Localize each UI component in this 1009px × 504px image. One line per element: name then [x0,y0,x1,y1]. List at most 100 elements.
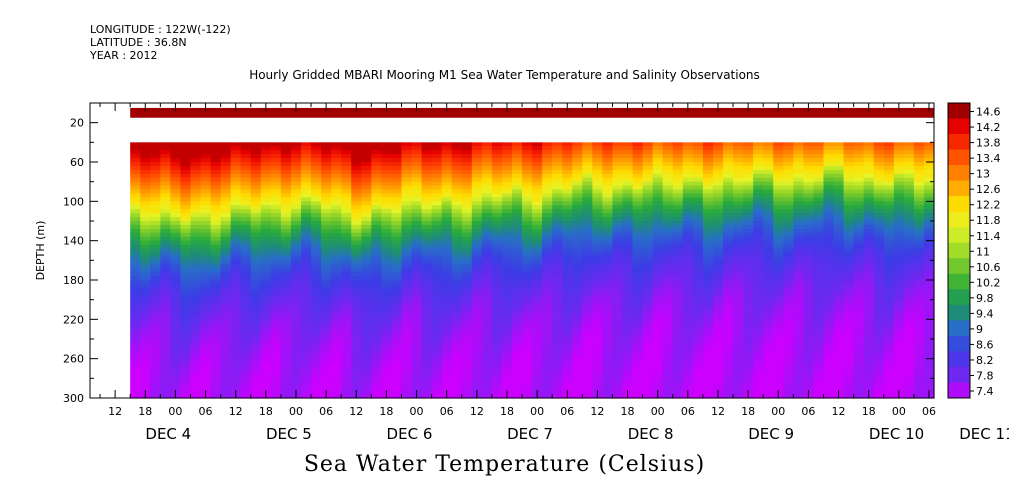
heatmap-cell [130,142,141,147]
heatmap-cell [863,142,875,147]
heatmap-cell [873,374,885,379]
heatmap-cell [461,358,473,364]
heatmap-cell [411,232,423,238]
heatmap-cell [461,142,473,147]
heatmap-cell [572,276,583,281]
heatmap-cell [190,173,202,179]
heatmap-cell [311,252,322,257]
heatmap-cell [471,268,483,273]
heatmap-cell [783,350,794,356]
heatmap-cell [140,158,151,163]
heatmap-cell [290,201,302,206]
heatmap-cell [361,339,372,344]
heatmap-cell [873,272,885,277]
heatmap-cell [652,197,664,202]
heatmap-cell [622,280,634,285]
heatmap-cell [602,378,614,383]
heatmap-cell [813,228,825,234]
heatmap-cell [803,228,815,234]
heatmap-cell [733,264,744,269]
heatmap-cell [481,158,493,163]
heatmap-cell [803,339,815,344]
heatmap-cell [873,327,885,332]
heatmap-cell [481,217,493,222]
heatmap-cell [270,358,282,364]
heatmap-cell [401,228,413,234]
heatmap-cell [220,260,232,265]
heatmap-cell [642,150,654,155]
heatmap-cell [180,252,192,257]
heatmap-cell [823,307,835,313]
heatmap-cell [692,154,704,159]
heatmap-cell [381,244,393,250]
heatmap-cell [542,150,553,155]
heatmap-cell [170,339,182,344]
heatmap-cell [692,370,704,375]
heatmap-cell [341,366,352,372]
heatmap-cell [512,181,523,187]
heatmap-cell [592,303,604,309]
heatmap-cell [341,370,352,375]
heatmap-cell [602,146,614,151]
heatmap-cell [783,228,794,234]
heatmap-cell [793,236,804,242]
heatmap-cell [160,158,171,163]
heatmap-cell [280,291,292,297]
heatmap-cell [421,201,433,206]
heatmap-cell [662,315,674,320]
heatmap-cell [501,323,513,328]
heatmap-cell [863,386,875,391]
heatmap-cell [250,165,262,171]
heatmap-cell [582,252,593,257]
heatmap-cell [572,244,583,250]
heatmap-cell [692,307,704,313]
heatmap-cell [130,358,141,364]
heatmap-cell [451,256,463,261]
heatmap-cell [421,370,433,375]
heatmap-cell [522,272,533,277]
heatmap-cell [441,346,453,352]
heatmap-cell [793,390,804,395]
heatmap-cell [622,339,634,344]
heatmap-cell [552,165,563,171]
heatmap-cell [351,264,362,269]
heatmap-cell [622,283,634,289]
heatmap-cell [873,177,885,183]
heatmap-cell [451,142,463,147]
heatmap-cell [863,173,875,179]
heatmap-cell [723,224,734,230]
heatmap-cell [481,256,493,261]
heatmap-cell [150,232,161,238]
heatmap-cell [441,232,453,238]
heatmap-cell [130,260,141,265]
heatmap-cell [270,217,282,222]
heatmap-cell [461,272,473,277]
heatmap-cell [301,264,312,269]
heatmap-cell [853,311,865,316]
heatmap-cell [220,358,232,364]
heatmap-cell [853,146,865,151]
heatmap-cell [893,276,905,281]
heatmap-cell [301,169,312,175]
heatmap-cell [823,158,835,163]
heatmap-cell [230,366,242,372]
heatmap-cell [150,158,161,163]
heatmap-cell [733,142,744,147]
heatmap-cell [622,256,634,261]
heatmap-cell [672,236,684,242]
heatmap-cell [391,358,403,364]
heatmap-cell [301,362,312,368]
heatmap-cell [632,177,644,183]
heatmap-cell [210,158,222,163]
heatmap-cell [210,362,222,368]
heatmap-cell [130,374,141,379]
heatmap-cell [491,213,503,218]
heatmap-cell [893,232,905,238]
heatmap-cell [793,162,804,167]
heatmap-cell [200,319,212,324]
heatmap-cell [682,197,694,202]
heatmap-cell [712,268,724,273]
heatmap-cell [321,236,332,242]
heatmap-cell [240,303,252,309]
heatmap-cell [391,291,403,297]
